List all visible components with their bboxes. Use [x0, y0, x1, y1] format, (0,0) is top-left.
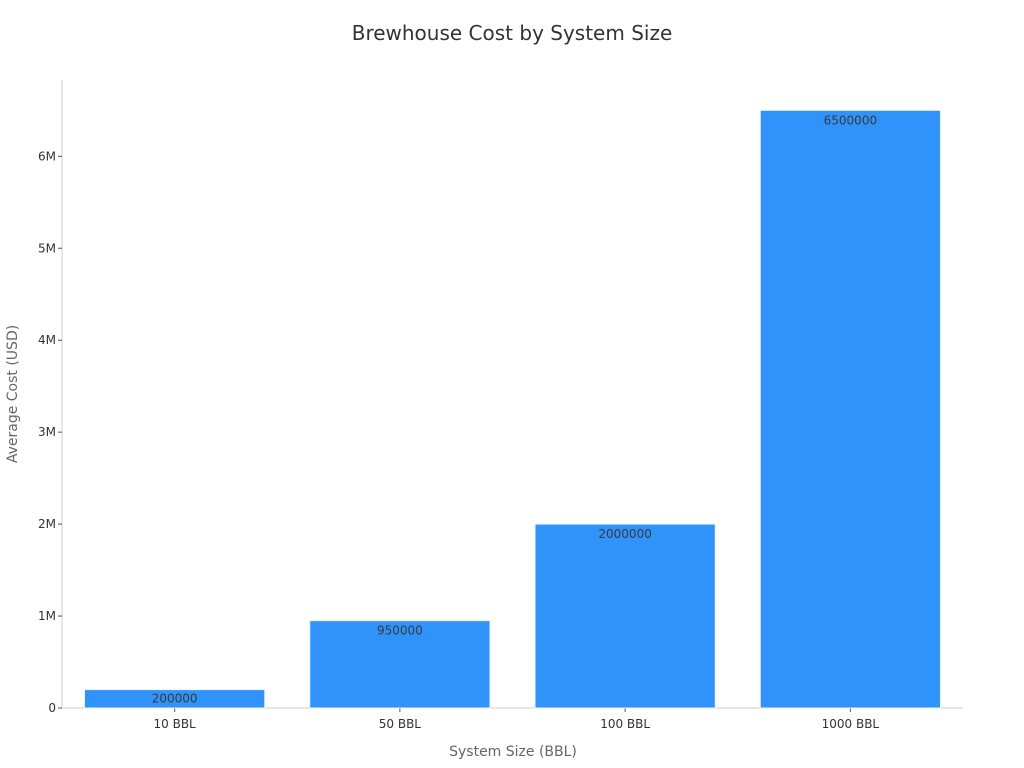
x-tick-label: 10 BBL [154, 717, 197, 731]
x-tick-label: 100 BBL [600, 717, 650, 731]
bar-data-label: 2000000 [598, 527, 651, 541]
x-tick-label: 50 BBL [379, 717, 422, 731]
bar-50-bbl [309, 620, 491, 709]
y-tick-label: 1M [38, 609, 56, 623]
y-tick-label: 4M [38, 333, 56, 347]
bar-data-label: 6500000 [824, 113, 877, 127]
y-tick-label: 0 [48, 701, 56, 715]
bar-series [84, 109, 941, 709]
y-axis: 0 1M 2M 3M 4M 5M 6M [38, 80, 63, 715]
y-tick-label: 6M [38, 149, 56, 163]
x-axis-label: System Size (BBL) [449, 744, 577, 760]
y-axis-label: Average Cost (USD) [5, 325, 21, 463]
bar-1000-bbl [759, 109, 941, 709]
bar-100-bbl [534, 523, 716, 709]
chart-title: Brewhouse Cost by System Size [352, 21, 673, 45]
bar-10-bbl [84, 689, 266, 709]
x-tick-label: 1000 BBL [822, 717, 880, 731]
bar-data-label: 200000 [152, 692, 198, 706]
y-tick-label: 2M [38, 517, 56, 531]
y-tick-label: 5M [38, 241, 56, 255]
y-tick-label: 3M [38, 425, 56, 439]
bar-data-label: 950000 [377, 624, 423, 638]
x-axis: 10 BBL 50 BBL 100 BBL 1000 BBL [62, 707, 963, 731]
data-labels: 200000 950000 2000000 6500000 [152, 113, 877, 705]
